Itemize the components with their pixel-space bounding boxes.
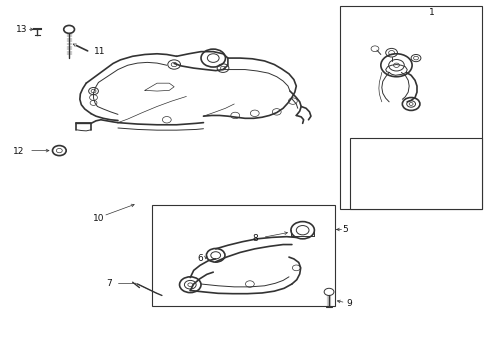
- Text: 7: 7: [106, 279, 112, 288]
- Text: 13: 13: [16, 25, 27, 34]
- Bar: [350, 138, 482, 209]
- Text: 10: 10: [93, 214, 104, 223]
- Text: 2: 2: [352, 192, 357, 201]
- Text: 5: 5: [343, 225, 348, 234]
- Bar: [152, 205, 335, 306]
- Text: 11: 11: [94, 47, 105, 56]
- Text: 12: 12: [13, 147, 24, 156]
- Text: 3: 3: [374, 146, 380, 155]
- Text: 9: 9: [346, 299, 352, 308]
- Text: 4: 4: [441, 197, 446, 206]
- Text: 6: 6: [198, 255, 203, 264]
- Bar: [340, 6, 482, 209]
- Text: 1: 1: [429, 8, 435, 17]
- Text: 8: 8: [252, 234, 258, 243]
